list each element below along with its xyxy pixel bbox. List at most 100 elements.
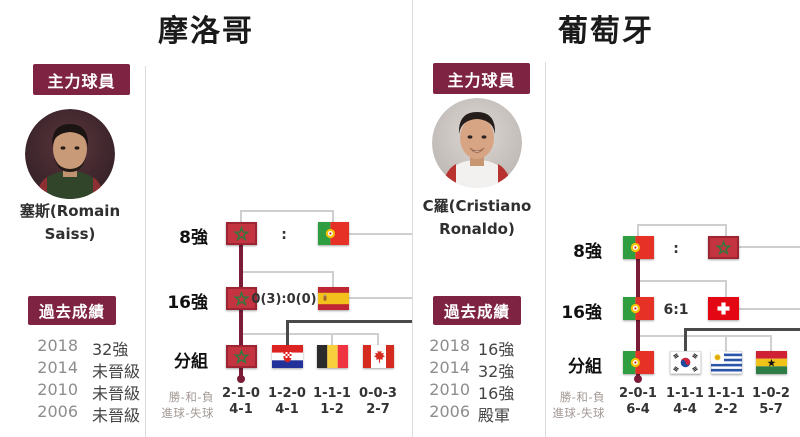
bracket-line [725,282,727,297]
player-portrait-illustration [432,98,522,188]
round-label-quarterfinal: 8強 [573,242,602,262]
past-result: 16強 [478,384,515,403]
runner-up-crossover-line [286,323,289,345]
past-year: 2018 [429,336,470,355]
round-label-group: 分組 [568,357,602,377]
bracket-line [637,335,772,337]
bracket-line [331,335,333,345]
bracket-line [240,333,379,335]
canada-flag-icon [363,345,394,368]
portugal-flag-icon [623,297,654,320]
match-score: 0(3):0(0) [251,292,317,307]
past-year: 2010 [429,380,470,399]
past-year: 2014 [37,358,78,377]
bracket-line [240,210,334,212]
morocco-flag-icon [226,345,257,368]
croatia-flag-icon [272,345,303,368]
match-score: : [673,241,679,257]
stat-value: 2-1-0 [222,386,260,401]
stat-value: 1-2 [320,402,344,417]
portugal-flag-icon [623,236,654,259]
winner-path-dot [634,375,642,383]
past-year: 2018 [37,336,78,355]
morocco-flag-icon [226,287,257,310]
portugal-flag-icon [623,351,654,374]
round-label-group: 分組 [174,352,208,372]
bracket-line [332,212,334,222]
bracket-line [739,308,800,310]
runner-up-crossover-line [286,320,412,323]
player-name: 塞斯(Romain Saiss) [19,202,121,244]
stat-value: 1-1-1 [666,386,704,401]
stat-value: 4-1 [275,402,299,417]
past-result: 32強 [92,340,129,359]
key-player-badge: 主力球員 [433,63,530,94]
bracket-line [725,337,727,351]
past-year: 2006 [37,402,78,421]
stat-label-wdl: 勝-和-負 [168,390,214,404]
past-result: 殿軍 [478,406,511,425]
bracket-line [725,226,727,236]
stat-value: 2-0-1 [619,386,657,401]
past-year: 2014 [429,358,470,377]
player-portrait-illustration [25,109,115,199]
morocco-flag-icon [708,236,739,259]
past-results-badge: 過去成績 [433,296,521,325]
panel-divider [145,66,146,437]
switzerland-flag-icon [708,297,739,320]
past-results-badge: 過去成績 [28,296,116,325]
team-title-right: 葡萄牙 [558,14,654,49]
stat-label-goals: 進球-失球 [161,406,214,420]
spain-flag-icon [318,287,349,310]
player-name: C羅(Cristiano Ronaldo) [422,197,532,239]
morocco-flag-icon [226,222,257,245]
round-label-r16: 16強 [561,303,602,323]
bracket-line [240,212,242,222]
belgium-flag-icon [317,345,348,368]
uruguay-flag-icon [711,351,742,374]
stat-value: 4-4 [673,402,697,417]
bracket-line [377,335,379,345]
stat-value: 1-0-2 [752,386,790,401]
key-player-badge: 主力球員 [33,64,130,95]
stat-value: 0-0-3 [359,386,397,401]
round-label-r16: 16強 [167,293,208,313]
bracket-line [637,224,727,226]
stat-label-goals: 進球-失球 [552,406,605,420]
player-photo [432,98,522,188]
runner-up-crossover-line [684,328,800,331]
player-photo [25,109,115,199]
stat-label-wdl: 勝-和-負 [559,390,605,404]
past-year: 2010 [37,380,78,399]
match-score: 6:1 [663,302,689,318]
stat-value: 1-1-1 [313,386,351,401]
past-result: 32強 [478,362,515,381]
bracket-line [770,337,772,351]
bracket-line [637,226,639,236]
round-label-quarterfinal: 8強 [179,228,208,248]
portugal-flag-icon [318,222,349,245]
south-korea-flag-icon [670,351,701,374]
winner-path-dot [237,375,245,383]
past-result: 16強 [478,340,515,359]
stat-value: 1-2-0 [268,386,306,401]
card-divider [412,0,413,437]
bracket-line [637,280,727,282]
past-result: 未晉級 [92,384,141,403]
stat-value: 2-2 [714,402,738,417]
stat-value: 5-7 [759,402,783,417]
bracket-line [739,246,800,248]
bracket-line [349,297,412,299]
panel-divider [545,62,546,437]
stat-value: 6-4 [626,402,650,417]
runner-up-crossover-line [684,331,687,351]
stat-value: 2-7 [366,402,390,417]
ghana-flag-icon [756,351,787,374]
bracket-line [240,271,334,273]
match-score: : [281,227,287,243]
bracket-line [332,273,334,287]
past-year: 2006 [429,402,470,421]
past-result: 未晉級 [92,362,141,381]
past-result: 未晉級 [92,406,141,425]
